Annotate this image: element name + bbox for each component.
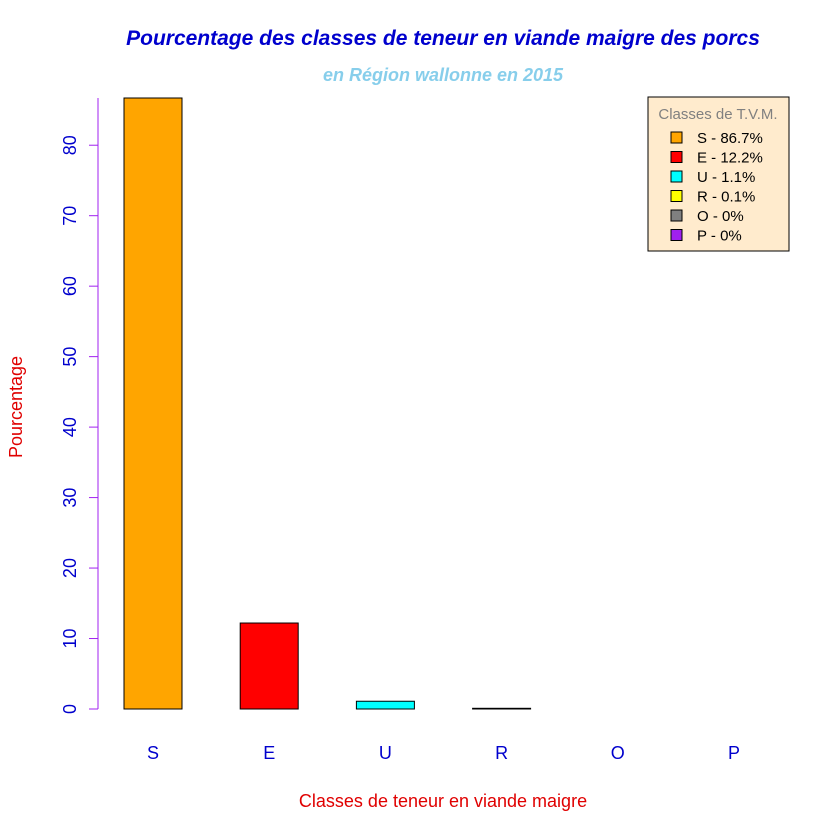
legend-item-label: E - 12.2% [697,150,763,167]
legend: Classes de T.V.M. S - 86.7% E - 12.2% U - … [647,96,790,252]
legend-swatch [670,151,683,163]
bar-U [355,700,415,710]
y-tick-label: 30 [60,488,80,508]
y-tick-label: 20 [60,558,80,578]
legend-item-label: P - 0% [697,228,742,245]
y-tick-label: 80 [60,135,80,155]
chart-title: Pourcentage des classes de teneur en via… [126,27,760,50]
x-tick-label: E [263,743,275,763]
legend-swatch [670,190,683,202]
x-tick-label: S [147,743,159,763]
y-tick-label: 60 [60,276,80,296]
bars [123,97,532,710]
legend-swatch [670,131,683,144]
y-tick-label: 0 [60,704,80,714]
legend-title: Classes de T.V.M. [658,106,777,123]
x-axis-label: Classes de teneur en viande maigre [299,791,587,811]
legend-item-label: R - 0.1% [697,189,755,206]
legend-item-label: S - 86.7% [697,130,763,147]
x-tick-label: O [611,743,625,763]
bar-E [239,622,299,710]
y-tick-label: 50 [60,347,80,367]
legend-box [647,96,790,252]
x-tick-label: U [379,743,392,763]
x-tick-label: P [728,743,740,763]
legend-swatch [670,209,683,222]
bar-R [472,707,532,710]
y-axis: 0 10 20 30 40 50 60 70 80 [60,98,99,714]
legend-item-label: U - 1.1% [697,169,755,186]
legend-swatch [670,229,683,241]
y-tick-label: 10 [60,629,80,649]
bar-S [123,97,183,710]
chart-subtitle: en Région wallonne en 2015 [323,65,564,85]
legend-item-label: O - 0% [697,208,744,225]
x-tick-label: R [495,743,508,763]
y-tick-label: 40 [60,417,80,437]
y-axis-label: Pourcentage [6,356,26,458]
legend-swatch [670,170,683,183]
y-tick-label: 70 [60,206,80,226]
